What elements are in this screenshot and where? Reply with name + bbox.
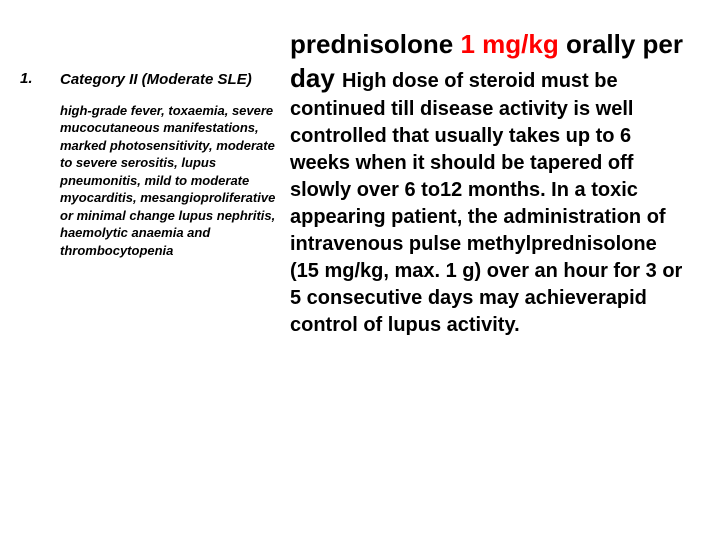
treatment-text: prednisolone 1 mg/kg orally per day High…	[290, 28, 690, 339]
right-column: prednisolone 1 mg/kg orally per day High…	[280, 20, 690, 520]
category-body: high-grade fever, toxaemia, severe mucoc…	[60, 102, 280, 260]
treatment-body: High dose of steroid must be continued t…	[290, 70, 682, 336]
drug-name: prednisolone	[290, 29, 460, 59]
category-title: Category II (Moderate SLE)	[60, 70, 280, 90]
left-column: 1. Category II (Moderate SLE) high-grade…	[20, 20, 280, 520]
drug-dose: 1 mg/kg	[460, 29, 558, 59]
slide: 1. Category II (Moderate SLE) high-grade…	[0, 0, 720, 540]
category-column: Category II (Moderate SLE) high-grade fe…	[60, 70, 280, 520]
item-number: 1.	[20, 70, 60, 520]
